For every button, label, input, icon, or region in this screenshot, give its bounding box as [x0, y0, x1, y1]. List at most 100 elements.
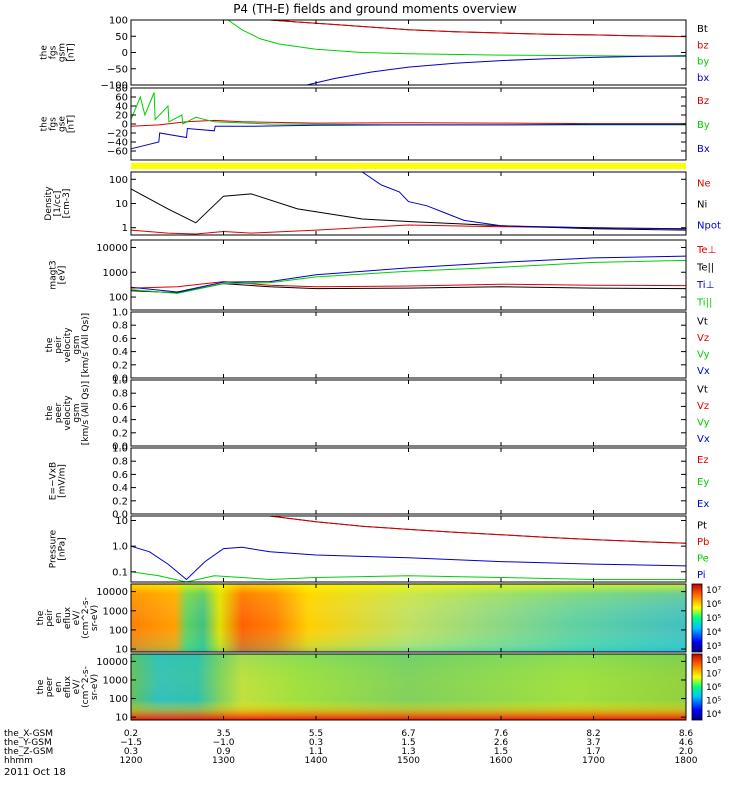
- y-tick-label: 1000: [103, 268, 128, 279]
- x-tick-label: 1400: [305, 756, 328, 766]
- panel-frame: [130, 515, 687, 583]
- y-tick-label: 0.4: [112, 415, 128, 426]
- y-tick-label: 20: [115, 111, 128, 122]
- x-tick-label: 1.1: [309, 747, 323, 757]
- x-tick-label: 6.7: [401, 729, 415, 739]
- y-tick-label: 10: [115, 199, 128, 210]
- series-line: [130, 188, 687, 231]
- legend-label: By: [697, 120, 710, 131]
- y-tick-label: 1.0: [112, 444, 128, 455]
- date-label: 2011 Oct 18: [4, 767, 66, 778]
- y-axis-label: peer: [54, 402, 64, 423]
- legend-label: Npot: [697, 221, 721, 232]
- x-row-label: hhmm: [4, 756, 33, 766]
- y-tick-label: 1000: [103, 606, 128, 617]
- colorbar-label: 10⁸: [706, 656, 721, 666]
- colorbar-label: 10³: [706, 642, 721, 652]
- y-axis-label: fgs: [49, 117, 59, 131]
- x-tick-label: 1200: [120, 756, 143, 766]
- legend-label: Ni: [697, 200, 707, 211]
- y-axis-label: Pressure: [49, 529, 59, 568]
- y-axis-label: [km/s (All Qs)]: [81, 381, 91, 445]
- y-tick-label: 10: [115, 713, 128, 724]
- legend-label: Bz: [697, 96, 709, 107]
- panel-peir_eflux: 10³ 10⁴ 10⁵ 10⁶ 10⁷ 10000 1000 100 10 the peir en ef…: [36, 583, 721, 656]
- y-tick-label: 60: [115, 93, 128, 104]
- y-tick-label: 100: [109, 16, 128, 27]
- x-tick-label: 1.3: [401, 747, 415, 757]
- y-axis-label: the: [45, 337, 55, 352]
- y-tick-label: 0: [122, 120, 128, 131]
- y-axis-label: peir: [54, 336, 64, 354]
- x-row-label: the_Y-GSM: [4, 738, 52, 748]
- colorbar-label: 10⁷: [706, 670, 721, 680]
- panel-frame: [130, 239, 687, 311]
- x-tick-label: 1300: [212, 756, 235, 766]
- series-line: [130, 119, 686, 127]
- y-tick-label: −40: [107, 138, 128, 149]
- y-axis-label: Density: [44, 186, 54, 221]
- colorbar-label: 10⁷: [706, 586, 721, 596]
- y-tick-label: 10000: [96, 657, 128, 668]
- y-axis-label: eflux: [63, 675, 73, 698]
- y-axis-label: gsm: [72, 403, 82, 422]
- y-tick-label: 100: [109, 694, 128, 705]
- y-tick-label: 0.2: [112, 360, 128, 371]
- y-axis-label: sr-eV): [90, 605, 100, 631]
- series-line: [306, 55, 687, 86]
- y-tick-label: 0.1: [112, 567, 128, 578]
- y-tick-label: 0.2: [112, 428, 128, 439]
- panel-peir_v: 1.0 0.8 0.6 0.4 0.2 0.0 the peir velocity gsm [km/…: [45, 308, 710, 385]
- x-row-label: the_Z-GSM: [4, 747, 53, 757]
- x-tick-label: 0.2: [124, 729, 138, 739]
- yellow-flag-bar: [131, 163, 686, 169]
- colorbar-label: 10⁵: [706, 697, 721, 707]
- y-axis-label: [eV]: [58, 266, 68, 285]
- y-tick-label: 10: [115, 516, 128, 527]
- panel-temp: 10000 1000 100 magt3 [eV] Te⊥ Te|| Ti⊥ Ti||: [49, 239, 716, 311]
- y-axis-label: sr-eV): [90, 674, 100, 700]
- y-tick-label: 0.6: [112, 334, 128, 345]
- y-axis-label: the: [40, 116, 50, 131]
- colorbar-peir_eflux: [691, 583, 703, 653]
- x-tick-label: 3.5: [216, 729, 230, 739]
- panel-efield: 1.0 0.8 0.6 0.4 0.2 0.0 E=−VxB [mV/m] Ez Ey Ex: [49, 444, 710, 521]
- y-tick-label: 0.4: [112, 483, 128, 494]
- series-line: [130, 255, 687, 293]
- y-axis-label: eV/: [72, 610, 82, 626]
- legend-label: Pi: [697, 570, 706, 581]
- colorbar-label: 10⁶: [706, 600, 721, 610]
- y-tick-label: −60: [107, 147, 128, 158]
- y-tick-label: 0.4: [112, 347, 128, 358]
- y-axis-label: (cm^2-s-: [81, 597, 91, 639]
- y-tick-label: 1: [122, 223, 128, 234]
- series-line: [130, 281, 687, 289]
- panel-frame: [130, 379, 687, 447]
- colorbar-label: 10⁶: [706, 683, 721, 693]
- x-tick-label: 0.3: [124, 747, 138, 757]
- series-line: [130, 259, 687, 294]
- legend-label: bx: [697, 73, 709, 84]
- series-line: [130, 571, 686, 583]
- legend-label: Vx: [697, 366, 710, 377]
- y-axis-label: gse: [58, 116, 68, 132]
- y-axis-label: gsm: [72, 335, 82, 354]
- y-tick-label: −50: [107, 64, 128, 75]
- series-line: [269, 515, 687, 544]
- y-axis-label: peer: [45, 676, 55, 697]
- panel-fgs_gsm: 100 50 0 −50 −100 the fgs gsm [nT] Bt bz by bx: [40, 16, 710, 92]
- y-axis-label: [km/s (All Qs)]: [81, 313, 91, 377]
- series-line: [269, 515, 687, 544]
- y-tick-label: 0: [122, 48, 128, 59]
- x-tick-label: 1.5: [494, 747, 508, 757]
- y-tick-label: −100: [101, 81, 128, 92]
- series-line: [130, 123, 686, 150]
- legend-label: Vz: [697, 333, 709, 344]
- legend-label: Pt: [697, 520, 707, 531]
- legend-label: Te⊥: [696, 245, 716, 256]
- colorbar-label: 10⁴: [706, 628, 721, 638]
- y-tick-label: 0.0: [112, 374, 128, 385]
- y-tick-label: 0.0: [112, 510, 128, 521]
- y-tick-label: −20: [107, 129, 128, 140]
